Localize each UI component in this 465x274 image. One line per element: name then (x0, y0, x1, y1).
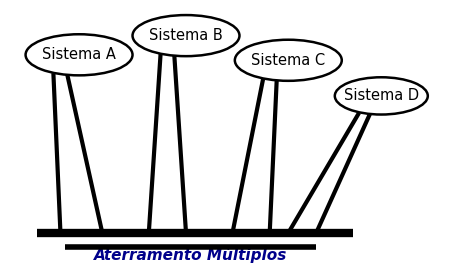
Ellipse shape (26, 34, 133, 75)
Text: Aterramento Múltiplos: Aterramento Múltiplos (94, 247, 287, 263)
Text: Sistema A: Sistema A (42, 47, 116, 62)
Ellipse shape (335, 77, 428, 115)
Text: Sistema C: Sistema C (251, 53, 326, 68)
Text: Sistema B: Sistema B (149, 28, 223, 43)
Text: Sistema D: Sistema D (344, 89, 419, 103)
Ellipse shape (235, 40, 342, 81)
Ellipse shape (133, 15, 239, 56)
